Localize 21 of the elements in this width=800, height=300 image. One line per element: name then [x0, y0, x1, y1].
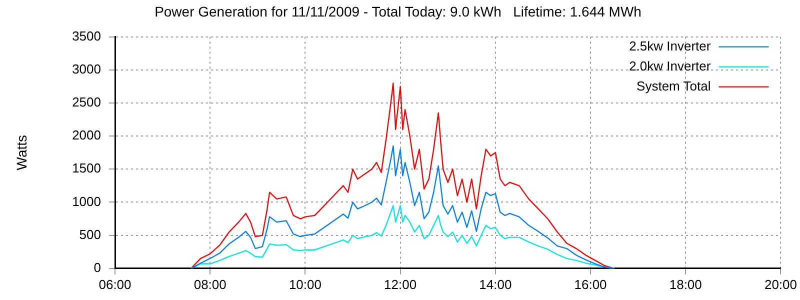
y-tick-label: 2000: [72, 128, 101, 143]
chart-title: Power Generation for 11/11/2009 - Total Today: 9.0 kWh Lifetime: 1.644 MWh: [154, 3, 642, 20]
y-tick-label: 1500: [72, 160, 101, 176]
legend-label: 2.5kw Inverter: [629, 38, 712, 54]
y-tick-label: 500: [79, 226, 101, 242]
y-tick-label: 3500: [72, 28, 101, 44]
x-tick-label: 16:00: [574, 276, 607, 292]
y-axis-title: Watts: [13, 134, 30, 170]
x-tick-label: 20:00: [764, 276, 798, 292]
y-tick-label: 0: [94, 260, 101, 275]
x-tick-label: 14:00: [479, 276, 512, 292]
x-tick-label: 06:00: [98, 276, 132, 292]
x-tick-label: 12:00: [384, 276, 417, 292]
legend-label: System Total: [636, 78, 711, 94]
x-tick-label: 18:00: [669, 276, 702, 292]
y-tick-label: 2500: [72, 94, 101, 110]
y-tick-label: 1000: [72, 194, 101, 209]
x-tick-label: 10:00: [288, 276, 322, 292]
legend-label: 2.0kw Inverter: [629, 58, 712, 74]
y-tick-label: 3000: [72, 61, 101, 76]
x-tick-label: 08:00: [194, 276, 226, 292]
